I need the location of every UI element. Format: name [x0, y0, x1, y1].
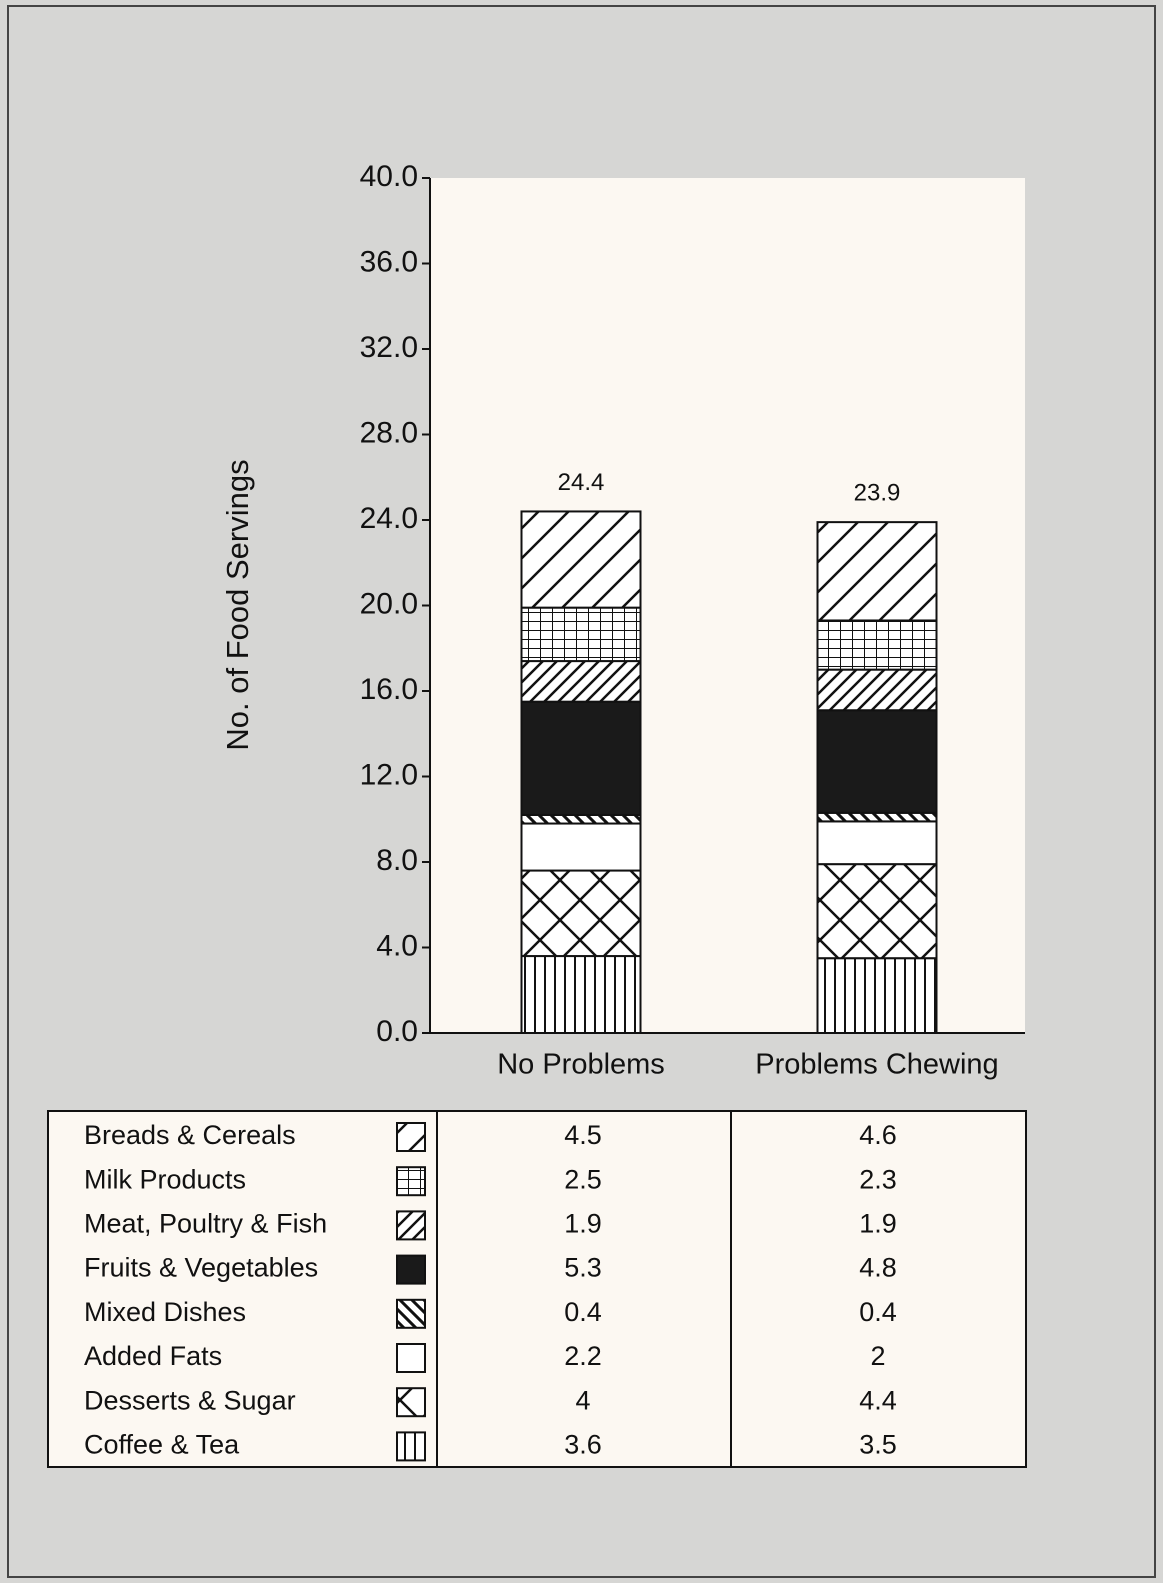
y-tick-label: 24.0 [360, 502, 418, 535]
legend-swatch [396, 1166, 426, 1197]
legend-label: Breads & Cereals [84, 1120, 296, 1150]
table-value: 3.5 [859, 1430, 897, 1460]
bar-segment [816, 863, 938, 960]
table-value: 4.8 [859, 1253, 897, 1283]
table-value: 2.2 [564, 1341, 602, 1371]
y-tick-label: 40.0 [360, 160, 418, 193]
bar-segment [520, 700, 642, 816]
legend-label: Added Fats [84, 1341, 222, 1371]
x-tick-label: No Problems [497, 1049, 665, 1081]
bar-segment [520, 813, 642, 825]
bar-segment [816, 619, 938, 671]
legend-label: Meat, Poultry & Fish [84, 1209, 327, 1239]
y-tick-label: 4.0 [376, 929, 418, 962]
legend-swatch [396, 1298, 426, 1329]
bar-segment [816, 521, 938, 622]
total-label: 23.9 [854, 479, 901, 506]
table-value: 1.9 [859, 1209, 897, 1239]
y-axis-label: No. of Food Servings [220, 459, 255, 750]
y-tick-label: 12.0 [360, 758, 418, 791]
legend-table [47, 1110, 1027, 1468]
table-value: 0.4 [564, 1297, 602, 1327]
table-value: 2.5 [564, 1164, 602, 1194]
y-tick-label: 36.0 [360, 245, 418, 278]
bar-segment [816, 820, 938, 866]
y-tick-label: 32.0 [360, 331, 418, 364]
y-tick-label: 0.0 [376, 1015, 418, 1048]
bar-segment [816, 957, 938, 1034]
legend-label: Coffee & Tea [84, 1430, 240, 1460]
table-value: 2.3 [859, 1164, 897, 1194]
legend-swatch [396, 1122, 426, 1152]
table-value: 4.5 [564, 1120, 602, 1150]
y-tick-label: 20.0 [360, 587, 418, 620]
x-tick-label: Problems Chewing [755, 1049, 998, 1081]
total-label: 24.4 [558, 469, 605, 496]
bar-segment [520, 606, 642, 663]
legend-swatch [396, 1387, 426, 1418]
legend-swatch [396, 1210, 426, 1241]
legend-label: Milk Products [84, 1164, 246, 1194]
legend-label: Desserts & Sugar [84, 1385, 296, 1415]
y-tick-label: 16.0 [360, 673, 418, 706]
legend-swatch [396, 1254, 426, 1285]
table-value: 0.4 [859, 1297, 897, 1327]
table-value: 4.4 [859, 1385, 897, 1415]
bar-segment [816, 811, 938, 823]
legend-swatch [396, 1343, 426, 1373]
table-value: 2 [870, 1341, 885, 1371]
bar-segment [520, 869, 642, 958]
legend-label: Fruits & Vegetables [84, 1253, 318, 1283]
table-value: 4.6 [859, 1120, 897, 1150]
legend-swatch [396, 1431, 426, 1462]
bar-segment [816, 668, 938, 712]
y-tick-label: 8.0 [376, 844, 418, 877]
table-value: 3.6 [564, 1430, 602, 1460]
bar-segment [520, 955, 642, 1034]
bar-segment [520, 510, 642, 609]
table-value: 4 [575, 1385, 590, 1415]
y-tick-label: 28.0 [360, 416, 418, 449]
table-value: 1.9 [564, 1209, 602, 1239]
bar-segment [520, 660, 642, 703]
bar-segment [520, 822, 642, 872]
legend-label: Mixed Dishes [84, 1297, 246, 1327]
table-value: 5.3 [564, 1253, 602, 1283]
bar-segment [816, 709, 938, 814]
